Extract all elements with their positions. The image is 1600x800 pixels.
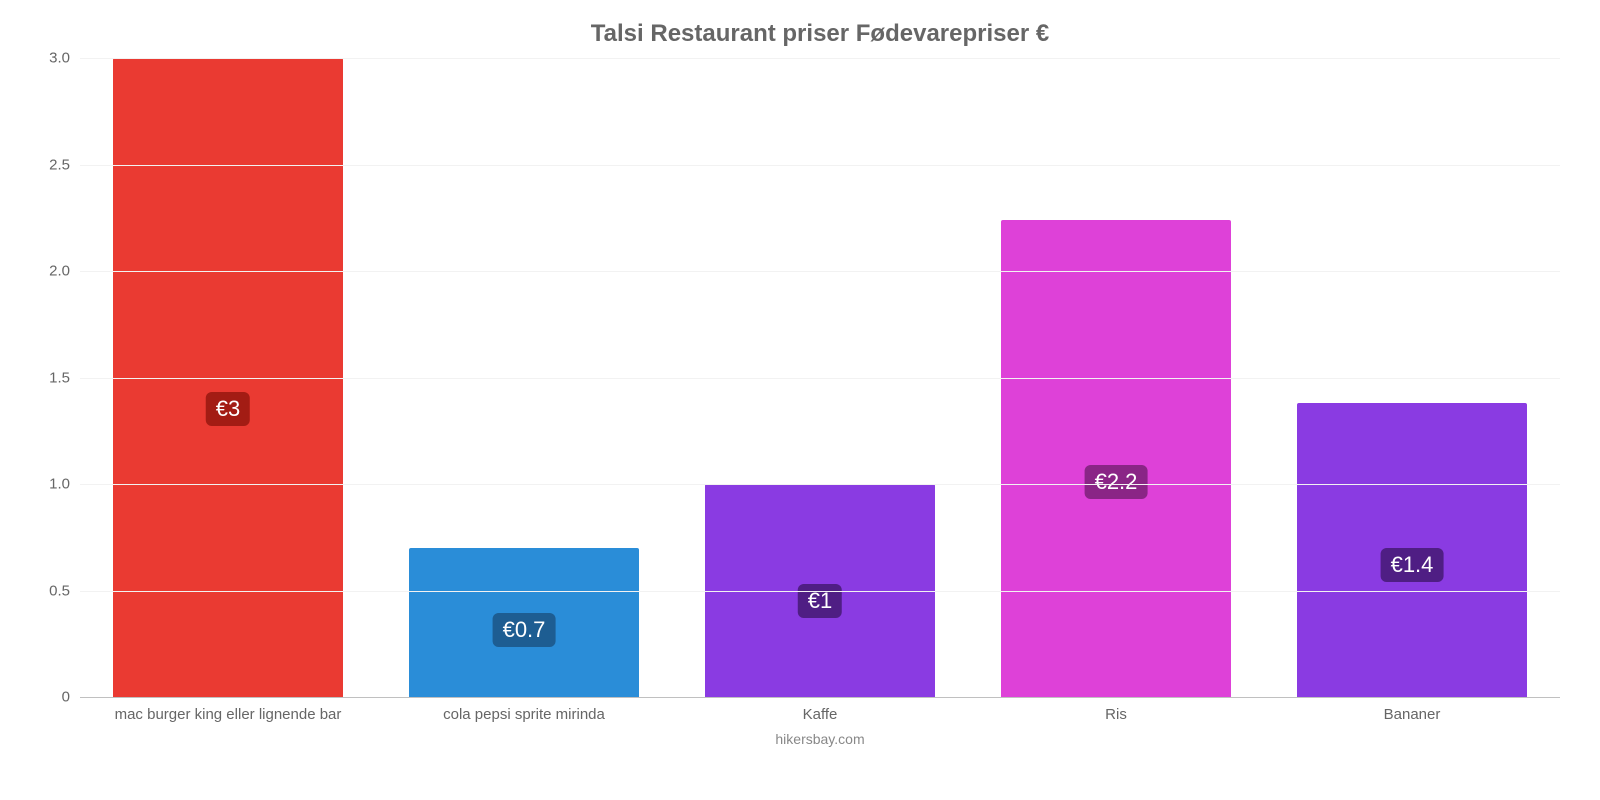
source-label: hikersbay.com: [80, 731, 1560, 747]
grid-line: [80, 591, 1560, 592]
value-badge: €1.4: [1381, 548, 1444, 582]
value-badge: €3: [206, 392, 250, 426]
y-tick-label: 3.0: [49, 50, 80, 67]
x-axis-labels: mac burger king eller lignende barcola p…: [80, 706, 1560, 723]
grid-line: [80, 271, 1560, 272]
y-tick-label: 1.5: [49, 369, 80, 386]
y-tick-label: 0: [62, 689, 80, 706]
grid-line: [80, 378, 1560, 379]
price-bar-chart: Talsi Restaurant priser Fødevarepriser €…: [0, 0, 1600, 800]
y-tick-label: 2.5: [49, 156, 80, 173]
value-badge: €0.7: [493, 613, 556, 647]
y-tick-label: 0.5: [49, 582, 80, 599]
chart-title: Talsi Restaurant priser Fødevarepriser €: [80, 20, 1560, 48]
value-badge: €2.2: [1085, 465, 1148, 499]
bar: €0.7: [409, 548, 640, 697]
bar: €2.2: [1001, 220, 1232, 697]
grid-line: [80, 58, 1560, 59]
bar: €1.4: [1297, 403, 1528, 697]
x-axis-label: Ris: [968, 706, 1264, 723]
x-axis-label: mac burger king eller lignende bar: [80, 706, 376, 723]
grid-line: [80, 484, 1560, 485]
y-tick-label: 1.0: [49, 476, 80, 493]
plot-area: €3€0.7€1€2.2€1.4 00.51.01.52.02.53.0: [80, 58, 1560, 698]
grid-line: [80, 165, 1560, 166]
value-badge: €1: [798, 584, 842, 618]
x-axis-label: Bananer: [1264, 706, 1560, 723]
x-axis-label: Kaffe: [672, 706, 968, 723]
x-axis-label: cola pepsi sprite mirinda: [376, 706, 672, 723]
y-tick-label: 2.0: [49, 263, 80, 280]
